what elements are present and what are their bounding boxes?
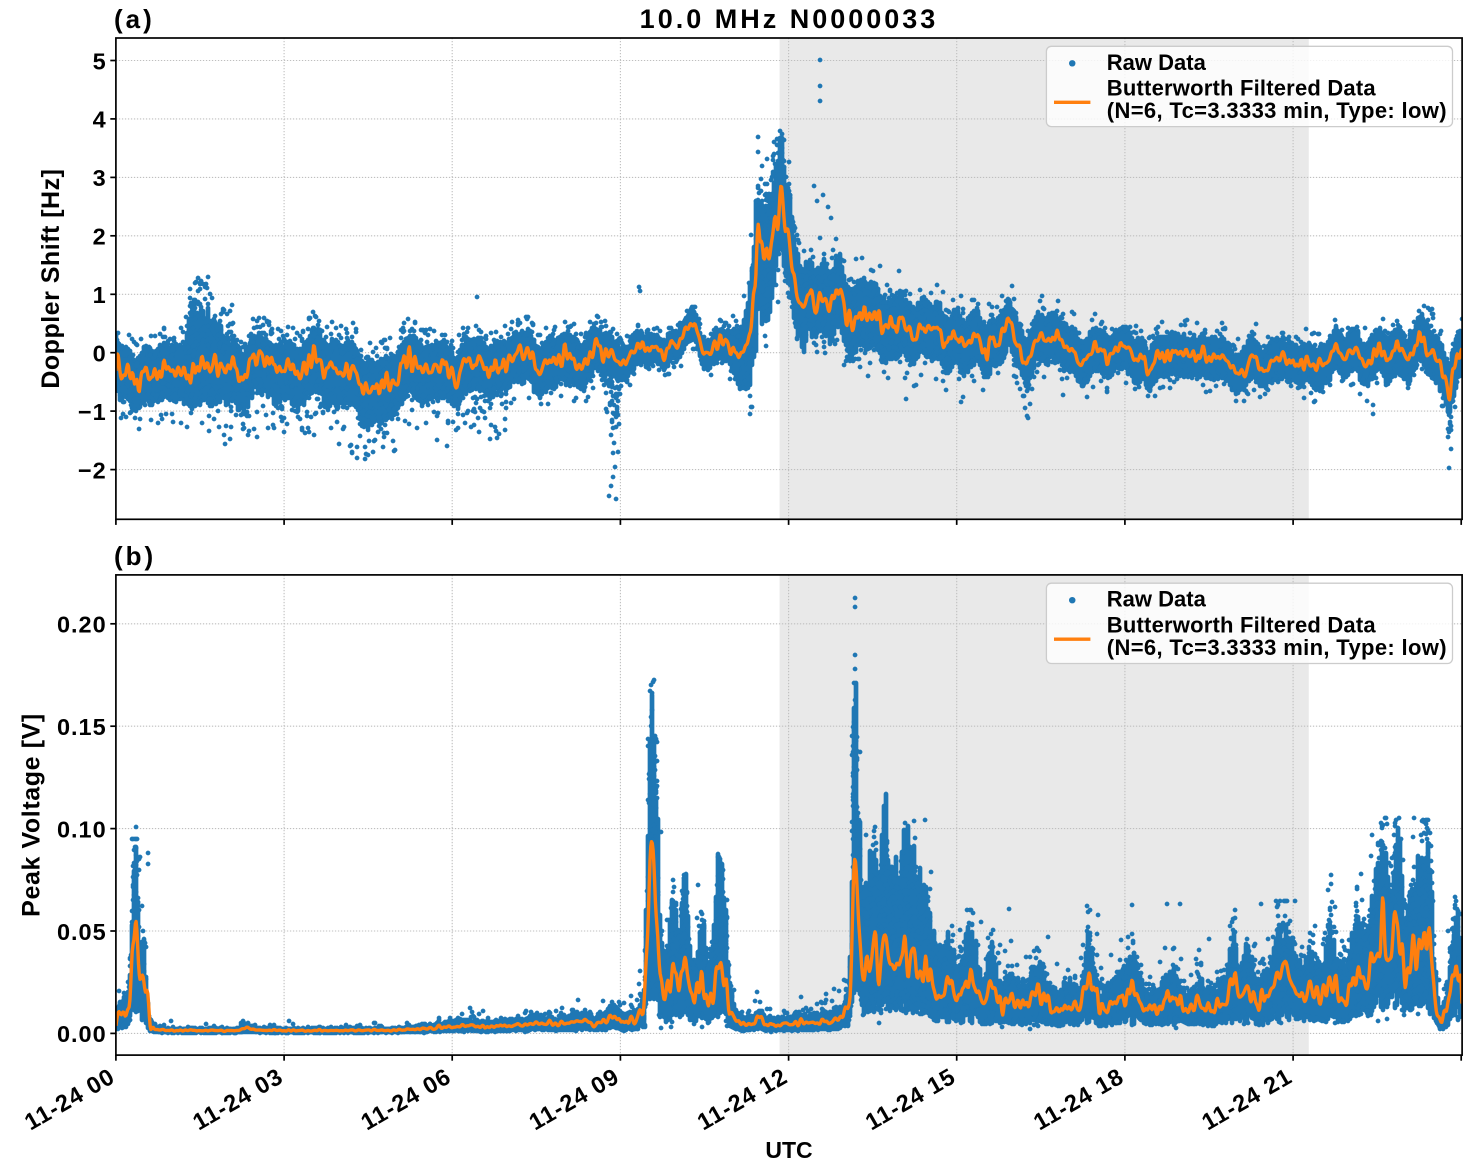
svg-text:1: 1 (93, 282, 107, 308)
svg-text:0: 0 (93, 341, 107, 367)
svg-text:(N=6, Tc=3.3333 min, Type: low: (N=6, Tc=3.3333 min, Type: low) (1107, 635, 1447, 660)
svg-text:2: 2 (93, 224, 107, 250)
svg-text:Raw Data: Raw Data (1107, 587, 1207, 612)
svg-text:(a): (a) (114, 4, 155, 34)
svg-text:−2: −2 (78, 457, 107, 483)
svg-text:Peak Voltage [V]: Peak Voltage [V] (18, 713, 46, 917)
svg-text:−1: −1 (78, 399, 107, 425)
svg-text:(N=6, Tc=3.3333 min, Type: low: (N=6, Tc=3.3333 min, Type: low) (1107, 98, 1447, 123)
svg-text:(b): (b) (114, 541, 156, 571)
svg-text:UTC: UTC (765, 1137, 812, 1163)
svg-text:0.05: 0.05 (57, 919, 107, 945)
svg-text:5: 5 (93, 48, 107, 74)
svg-text:Raw Data: Raw Data (1107, 50, 1207, 75)
svg-text:0.10: 0.10 (57, 816, 107, 842)
svg-text:0.20: 0.20 (57, 612, 107, 638)
svg-text:Butterworth Filtered Data: Butterworth Filtered Data (1107, 76, 1377, 101)
svg-text:0.00: 0.00 (57, 1021, 107, 1047)
svg-text:10.0 MHz N0000033: 10.0 MHz N0000033 (640, 4, 939, 34)
svg-text:Doppler Shift [Hz]: Doppler Shift [Hz] (37, 169, 65, 389)
svg-text:0.15: 0.15 (57, 714, 107, 740)
svg-text:4: 4 (93, 107, 107, 133)
svg-text:Butterworth Filtered Data: Butterworth Filtered Data (1107, 613, 1377, 638)
svg-text:3: 3 (93, 165, 107, 191)
